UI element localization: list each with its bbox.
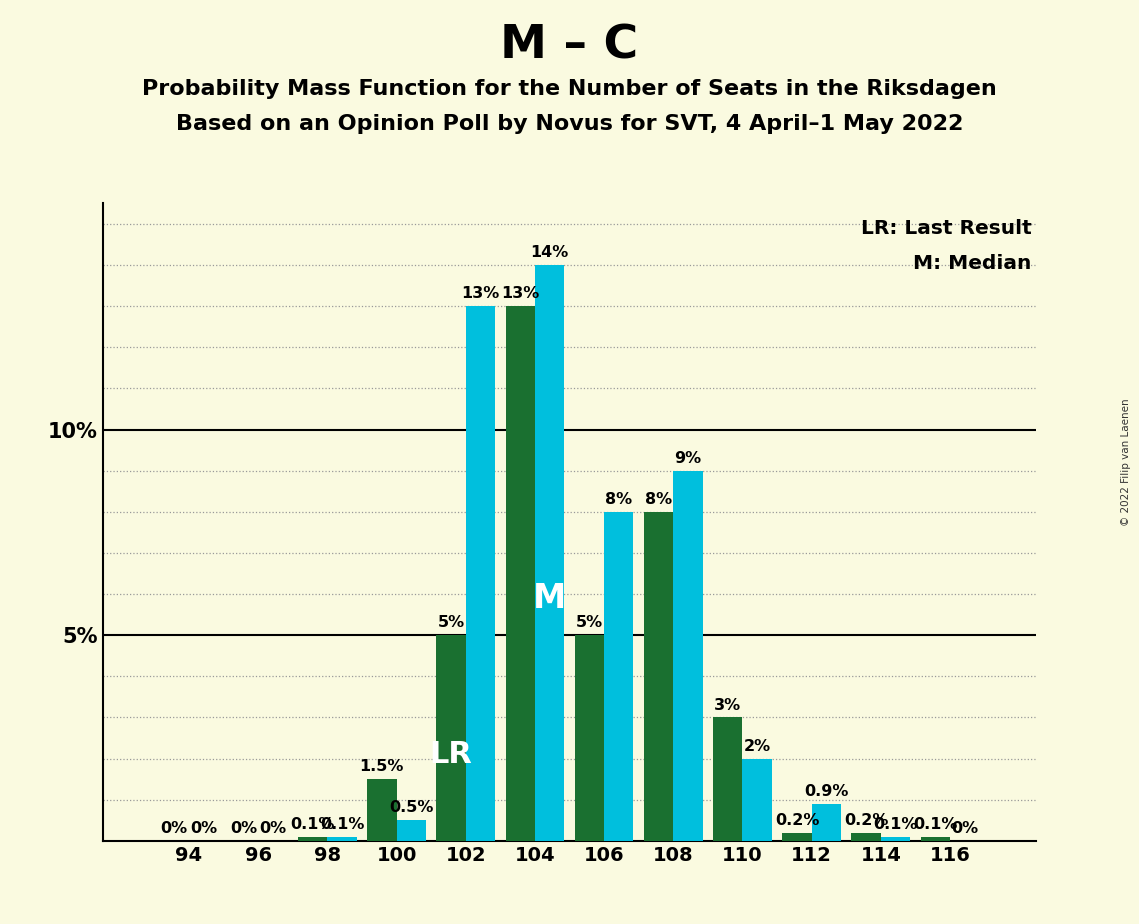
Text: 0.2%: 0.2%: [844, 813, 888, 828]
Text: 8%: 8%: [645, 492, 672, 507]
Text: 2%: 2%: [744, 738, 771, 754]
Text: 13%: 13%: [501, 286, 540, 301]
Bar: [673, 470, 703, 841]
Text: © 2022 Filip van Laenen: © 2022 Filip van Laenen: [1121, 398, 1131, 526]
Text: Probability Mass Function for the Number of Seats in the Riksdagen: Probability Mass Function for the Number…: [142, 79, 997, 99]
Bar: [644, 512, 673, 841]
Text: LR: Last Result: LR: Last Result: [861, 219, 1032, 238]
Text: 13%: 13%: [461, 286, 500, 301]
Text: 0.5%: 0.5%: [390, 800, 434, 815]
Text: 5%: 5%: [576, 615, 603, 630]
Text: LR: LR: [429, 740, 473, 769]
Text: 0.1%: 0.1%: [874, 817, 918, 832]
Bar: [713, 717, 743, 841]
Bar: [436, 635, 466, 841]
Text: M: M: [533, 582, 566, 615]
Text: 0%: 0%: [951, 821, 978, 836]
Text: Based on an Opinion Poll by Novus for SVT, 4 April–1 May 2022: Based on an Opinion Poll by Novus for SV…: [175, 114, 964, 134]
Text: 0%: 0%: [190, 821, 218, 836]
Text: M – C: M – C: [500, 23, 639, 68]
Bar: [575, 635, 604, 841]
Bar: [852, 833, 880, 841]
Bar: [367, 779, 396, 841]
Bar: [396, 821, 426, 841]
Text: 0.1%: 0.1%: [320, 817, 364, 832]
Text: 9%: 9%: [674, 451, 702, 466]
Bar: [604, 512, 633, 841]
Text: 0%: 0%: [260, 821, 286, 836]
Bar: [535, 265, 564, 841]
Text: 8%: 8%: [605, 492, 632, 507]
Text: 5%: 5%: [437, 615, 465, 630]
Text: 0.1%: 0.1%: [913, 817, 958, 832]
Text: 14%: 14%: [531, 245, 568, 260]
Text: 3%: 3%: [714, 698, 741, 712]
Bar: [506, 306, 535, 841]
Text: 0%: 0%: [161, 821, 188, 836]
Text: 1.5%: 1.5%: [360, 760, 404, 774]
Text: 0.9%: 0.9%: [804, 784, 849, 799]
Bar: [880, 837, 910, 841]
Bar: [920, 837, 950, 841]
Text: M: Median: M: Median: [913, 254, 1032, 274]
Bar: [782, 833, 812, 841]
Bar: [327, 837, 357, 841]
Bar: [743, 759, 772, 841]
Text: 0.2%: 0.2%: [775, 813, 819, 828]
Bar: [298, 837, 327, 841]
Bar: [812, 804, 841, 841]
Text: 0.1%: 0.1%: [290, 817, 335, 832]
Bar: [466, 306, 495, 841]
Text: 0%: 0%: [230, 821, 257, 836]
